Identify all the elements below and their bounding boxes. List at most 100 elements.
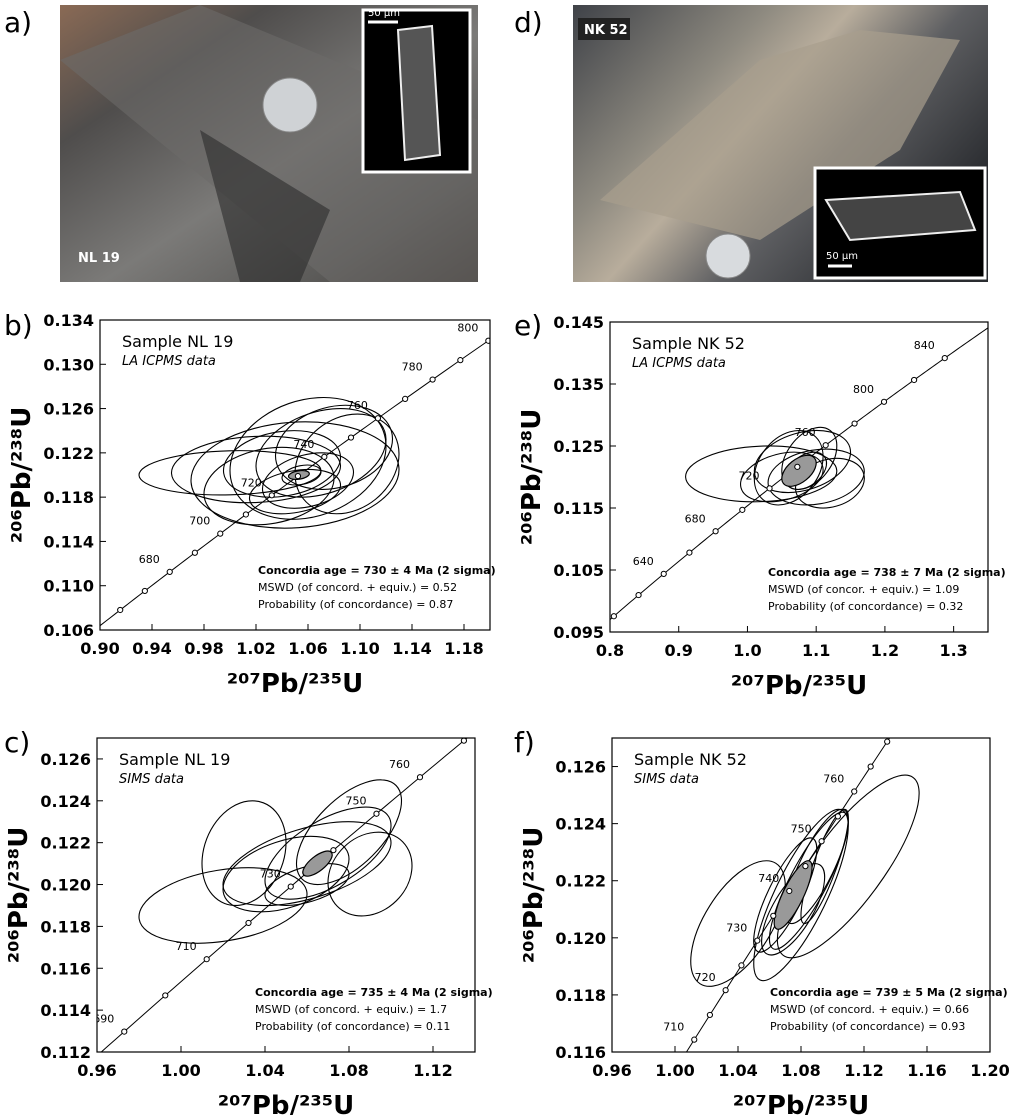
- y-tick-label: 0.134: [43, 311, 94, 330]
- age-label: 720: [695, 971, 716, 984]
- age-marker: [347, 434, 355, 441]
- x-tick-label: 0.96: [592, 1061, 631, 1080]
- age-label: 740: [758, 872, 779, 885]
- age-label: 780: [402, 361, 423, 374]
- panel-letter: c): [4, 726, 30, 759]
- annotation: MSWD (of concord. + equiv.) = 0.66: [770, 1003, 969, 1016]
- age-marker: [802, 863, 809, 870]
- age-marker: [373, 810, 380, 817]
- x-tick-label: 1.1: [802, 641, 830, 660]
- age-marker: [706, 1011, 714, 1019]
- y-axis-label: ²⁰⁶Pb/²³⁸U: [4, 827, 34, 964]
- age-label: 710: [176, 940, 197, 953]
- age-label: 750: [345, 795, 366, 808]
- age-marker: [712, 528, 719, 535]
- age-marker: [851, 420, 858, 427]
- age-marker: [321, 453, 328, 460]
- age-marker: [416, 774, 424, 781]
- zircon: [824, 190, 977, 242]
- plot-frame: [611, 737, 991, 1053]
- y-tick-label: 0.118: [40, 917, 91, 936]
- x-axis-label: ²⁰⁷Pb/²³⁵U: [733, 1091, 870, 1115]
- y-tick-label: 0.106: [43, 621, 94, 640]
- age-label: 720: [241, 476, 262, 489]
- age-label: 750: [791, 822, 812, 835]
- age-marker: [294, 472, 302, 480]
- x-tick-label: 1.14: [392, 639, 431, 658]
- y-tick-label: 0.125: [553, 437, 604, 456]
- annotation: Concordia age = 735 ± 4 Ma (2 sigma): [255, 986, 493, 999]
- data-ellipse: [281, 464, 322, 486]
- age-label: 800: [457, 322, 478, 335]
- age-marker: [660, 570, 667, 577]
- annotation: MSWD (of concor. + equiv.) = 1.09: [768, 583, 959, 596]
- y-axis-label: ²⁰⁶Pb/²³⁸U: [519, 827, 549, 964]
- y-axis-label: ²⁰⁶Pb/²³⁸U: [7, 407, 37, 544]
- panel-letter: a): [4, 6, 32, 39]
- data-ellipse: [690, 860, 786, 987]
- age-label: 720: [739, 469, 760, 482]
- annotation: Probability (of concordance) = 0.11: [255, 1020, 450, 1033]
- annotation: Concordia age = 738 ± 7 Ma (2 sigma): [768, 566, 1006, 579]
- age-marker: [794, 463, 801, 470]
- x-axis-label: ²⁰⁷Pb/²³⁵U: [731, 671, 868, 701]
- coin: [705, 233, 751, 279]
- data-ellipse: [190, 421, 400, 529]
- age-label: 760: [795, 426, 816, 439]
- age-marker: [941, 355, 948, 362]
- age-marker: [485, 337, 490, 344]
- age-marker: [739, 506, 746, 513]
- x-tick-label: 0.8: [596, 641, 624, 660]
- age-marker: [635, 591, 642, 599]
- age-marker: [722, 987, 729, 994]
- age-label: 840: [914, 339, 935, 352]
- rock-band: [600, 30, 960, 240]
- x-tick-label: 1.00: [655, 1061, 694, 1080]
- chart-title: Sample NK 52: [634, 750, 747, 769]
- data-ellipse: [222, 430, 342, 498]
- chart-title: Sample NK 52: [632, 334, 745, 353]
- x-tick-label: 0.94: [132, 639, 171, 658]
- y-tick-label: 0.122: [40, 834, 91, 853]
- panel-letter: f): [514, 726, 535, 759]
- data-ellipse: [795, 457, 865, 509]
- age-marker: [162, 992, 169, 999]
- y-tick-label: 0.126: [555, 758, 606, 777]
- age-marker: [880, 398, 888, 405]
- coin: [262, 77, 318, 133]
- y-tick-label: 0.116: [40, 959, 91, 978]
- y-tick-label: 0.126: [40, 750, 91, 769]
- x-tick-label: 1.00: [161, 1061, 200, 1080]
- x-tick-label: 0.9: [665, 641, 693, 660]
- age-label: 760: [823, 772, 844, 785]
- y-tick-label: 0.115: [553, 499, 604, 518]
- sample-label: NL 19: [78, 251, 120, 266]
- age-marker: [822, 442, 829, 449]
- annotation: Concordia age = 739 ± 5 Ma (2 sigma): [770, 986, 1008, 999]
- shadow: [200, 130, 330, 282]
- age-marker: [610, 613, 617, 620]
- age-marker: [191, 549, 198, 556]
- age-marker: [770, 912, 777, 919]
- y-tick-label: 0.130: [43, 355, 94, 374]
- rock-band: [60, 5, 478, 282]
- data-ellipse: [274, 404, 394, 490]
- data-ellipse: [261, 452, 355, 509]
- age-marker: [884, 738, 891, 745]
- data-ellipse: [248, 468, 342, 515]
- age-label: 680: [685, 512, 706, 525]
- concordia-age-ellipse: [781, 454, 817, 487]
- zircon: [396, 24, 442, 162]
- x-tick-label: 1.0: [733, 641, 761, 660]
- age-marker: [402, 395, 409, 403]
- data-ellipse: [776, 774, 920, 959]
- data-ellipse: [264, 863, 350, 907]
- annotation: Probability (of concordance) = 0.32: [768, 600, 963, 613]
- age-marker: [460, 738, 468, 744]
- y-tick-label: 0.122: [555, 872, 606, 891]
- x-tick-label: 1.18: [444, 639, 483, 658]
- x-tick-label: 1.2: [871, 641, 899, 660]
- panel-letter: b): [4, 309, 33, 342]
